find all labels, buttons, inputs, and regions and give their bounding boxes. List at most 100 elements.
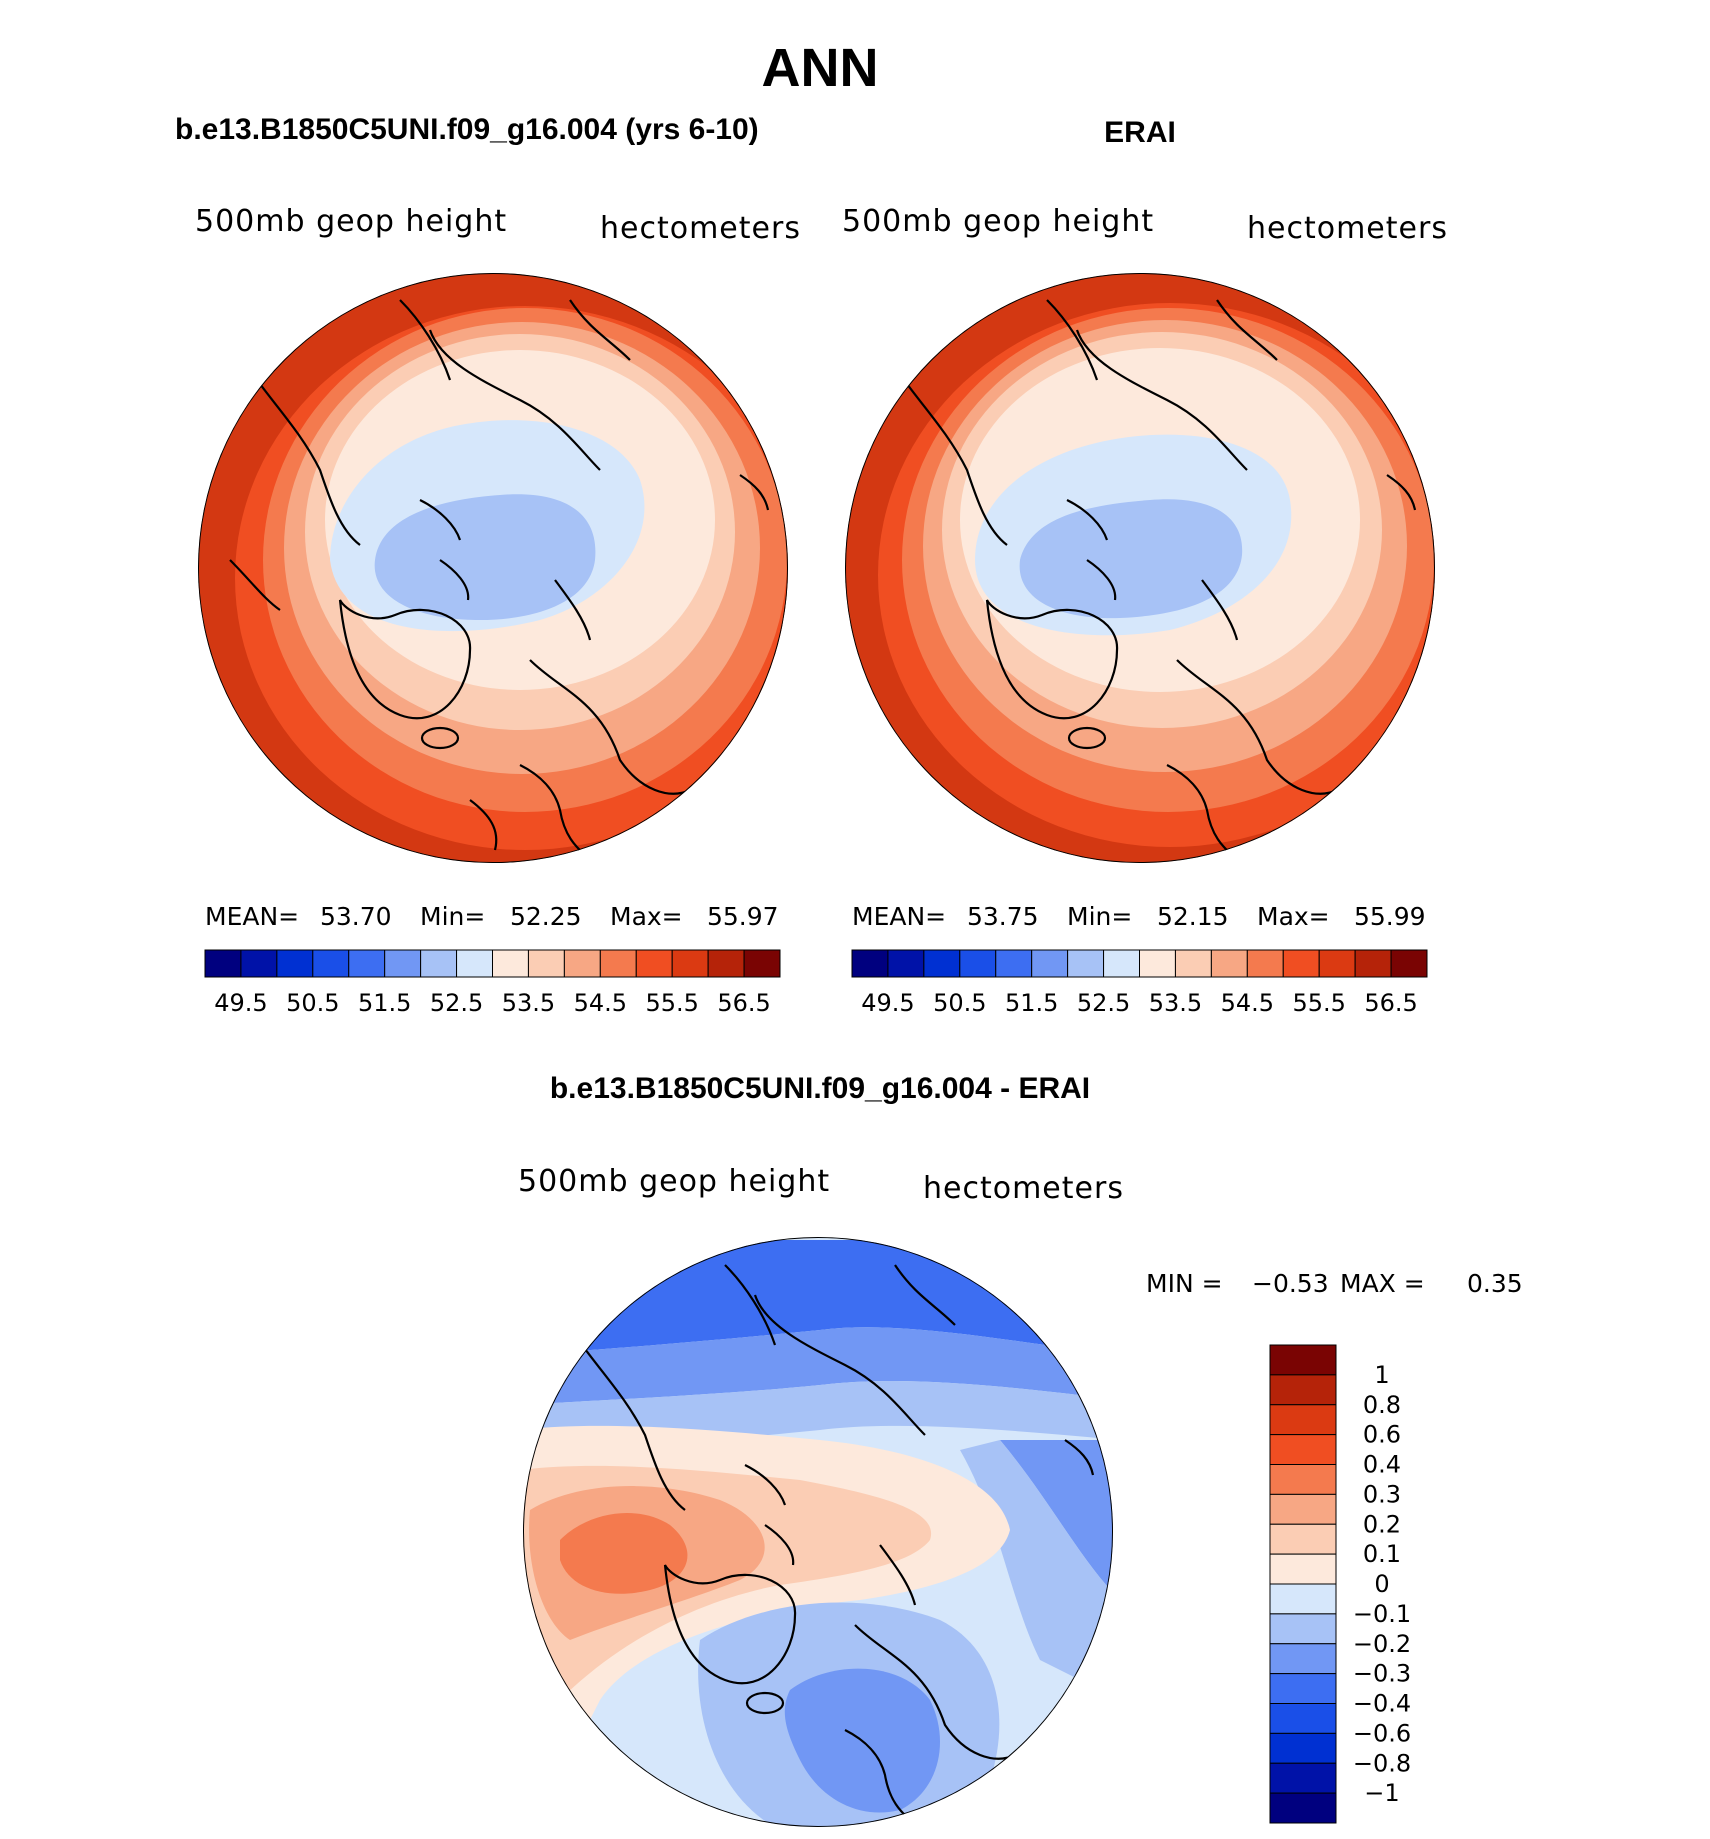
- stats-model: MEAN= 53.70 Min= 52.25 Max= 55.97: [205, 902, 779, 931]
- colorbar-swatch: [1269, 1464, 1337, 1495]
- colorbar-swatch: [1269, 1523, 1337, 1555]
- stats-obs: MEAN= 53.75 Min= 52.15 Max= 55.99: [852, 902, 1426, 931]
- stats-mean-label: MEAN=: [205, 902, 299, 931]
- colorbar-tick-label: 1: [1374, 1361, 1389, 1389]
- stats-max-value: 0.35: [1467, 1269, 1523, 1298]
- colorbar-tick-label: 49.5: [214, 989, 267, 1017]
- colorbar-tick-label: −0.6: [1353, 1719, 1411, 1747]
- colorbar-swatch: [1031, 949, 1069, 978]
- colorbar-swatch: [527, 949, 565, 978]
- colorbar-swatch: [743, 949, 781, 978]
- stats-mean-label: MEAN=: [852, 902, 946, 931]
- colorbar-swatch: [1269, 1732, 1337, 1764]
- stats-min-value: −0.53: [1252, 1269, 1329, 1298]
- colorbar-tick-label: 55.5: [1292, 989, 1345, 1017]
- colorbar-tick-label: 0.8: [1363, 1391, 1401, 1419]
- colorbar-tick-label: 56.5: [717, 989, 770, 1017]
- colorbar-tick-label: 56.5: [1364, 989, 1417, 1017]
- colorbar-diff: 10.80.60.40.30.20.10−0.1−0.2−0.3−0.4−0.6…: [1269, 1344, 1411, 1824]
- panel-model-units-label: hectometers: [600, 211, 801, 246]
- colorbar-swatch: [1269, 1583, 1337, 1615]
- colorbar-tick-label: 54.5: [1221, 989, 1274, 1017]
- stats-mean-value: 53.70: [320, 902, 392, 931]
- panel-obs: ERAI 500mb geop height hectometers: [842, 116, 1448, 1017]
- colorbar-swatch: [671, 949, 709, 978]
- colorbar-tick-label: −0.2: [1353, 1630, 1411, 1658]
- stats-min-label: Min=: [420, 902, 485, 931]
- colorbar-tick-label: 51.5: [1005, 989, 1058, 1017]
- colorbar-swatch: [456, 949, 493, 978]
- stats-max-value: 55.97: [707, 902, 779, 931]
- colorbar-swatch: [1067, 949, 1105, 978]
- colorbar-swatch: [204, 949, 242, 978]
- colorbar-tick-label: −1: [1364, 1779, 1399, 1807]
- stats-min-label: Min=: [1067, 902, 1132, 931]
- colorbar-swatch: [1390, 949, 1428, 978]
- colorbar-swatch: [1269, 1673, 1337, 1704]
- colorbar-swatch: [1174, 949, 1212, 978]
- colorbar-swatch: [1246, 949, 1284, 978]
- panel-diff-variable-label: 500mb geop height: [518, 1164, 830, 1199]
- colorbar-model: 49.5 50.5 51.5 52.5 53.5 54.5 55.5 56.5: [204, 949, 781, 1017]
- stats-min-value: 52.25: [510, 902, 582, 931]
- stats-min-value: 52.15: [1157, 902, 1229, 931]
- colorbar-tick-label: 54.5: [574, 989, 627, 1017]
- stats-diff: MIN = −0.53 MAX = 0.35: [1146, 1269, 1523, 1298]
- colorbar-swatch: [1269, 1792, 1337, 1824]
- colorbar-obs: 49.5 50.5 51.5 52.5 53.5 54.5 55.5 56.5: [851, 949, 1428, 1017]
- panel-model-variable-label: 500mb geop height: [195, 204, 507, 239]
- panel-diff-title: b.e13.B1850C5UNI.f09_g16.004 - ERAI: [550, 1072, 1090, 1105]
- stats-max-value: 55.99: [1354, 902, 1426, 931]
- colorbar-tick-label: 0.1: [1363, 1540, 1401, 1568]
- colorbar-tick-label: 0.3: [1363, 1480, 1401, 1508]
- colorbar-swatch: [1282, 949, 1320, 978]
- colorbar-tick-label: 52.5: [430, 989, 483, 1017]
- colorbar-swatch: [312, 949, 350, 978]
- stats-min-label: MIN =: [1146, 1269, 1223, 1298]
- colorbar-tick-label: 52.5: [1077, 989, 1130, 1017]
- colorbar-swatch: [959, 949, 997, 978]
- panel-obs-variable-label: 500mb geop height: [842, 204, 1154, 239]
- colorbar-swatch: [1318, 949, 1356, 978]
- colorbar-swatch: [1139, 949, 1176, 978]
- colorbar-tick-label: −0.1: [1353, 1600, 1411, 1628]
- colorbar-swatch: [348, 949, 386, 978]
- polar-map-diff: [523, 1237, 1113, 1827]
- colorbar-swatch: [492, 949, 529, 978]
- polar-map-obs: [845, 273, 1435, 863]
- colorbar-swatch: [1269, 1434, 1337, 1465]
- colorbar-swatch: [420, 949, 458, 978]
- colorbar-tick-label: 0.2: [1363, 1510, 1401, 1538]
- panel-diff: b.e13.B1850C5UNI.f09_g16.004 - ERAI 500m…: [518, 1072, 1523, 1827]
- colorbar-tick-label: −0.3: [1353, 1660, 1411, 1688]
- colorbar-swatch: [599, 949, 637, 978]
- colorbar-swatch: [1269, 1344, 1337, 1376]
- colorbar-tick-label: 51.5: [358, 989, 411, 1017]
- stats-mean-value: 53.75: [967, 902, 1039, 931]
- colorbar-swatch: [1269, 1703, 1337, 1734]
- colorbar-tick-label: −0.4: [1353, 1690, 1411, 1718]
- colorbar-tick-label: 53.5: [1149, 989, 1202, 1017]
- colorbar-swatch: [887, 949, 925, 978]
- panel-model-title: b.e13.B1850C5UNI.f09_g16.004 (yrs 6-10): [175, 113, 759, 146]
- colorbar-tick-label: 50.5: [933, 989, 986, 1017]
- colorbar-tick-label: 0: [1374, 1570, 1389, 1598]
- colorbar-tick-label: 55.5: [645, 989, 698, 1017]
- colorbar-tick-label: 0.4: [1363, 1451, 1401, 1479]
- colorbar-swatch: [1269, 1762, 1337, 1794]
- colorbar-swatch: [276, 949, 314, 978]
- colorbar-tick-label: −0.8: [1353, 1749, 1411, 1777]
- stats-max-label: Max=: [610, 902, 683, 931]
- colorbar-swatch: [923, 949, 961, 978]
- colorbar-swatch: [1269, 1374, 1337, 1406]
- colorbar-swatch: [240, 949, 278, 978]
- panel-obs-units-label: hectometers: [1247, 211, 1448, 246]
- colorbar-swatch: [1103, 949, 1140, 978]
- colorbar-tick-label: 53.5: [502, 989, 555, 1017]
- stats-max-label: MAX =: [1340, 1269, 1425, 1298]
- colorbar-swatch: [1269, 1404, 1337, 1436]
- colorbar-swatch: [1354, 949, 1392, 978]
- colorbar-tick-label: 0.6: [1363, 1421, 1401, 1449]
- polar-map-model: [198, 273, 788, 863]
- colorbar-swatch: [1210, 949, 1248, 978]
